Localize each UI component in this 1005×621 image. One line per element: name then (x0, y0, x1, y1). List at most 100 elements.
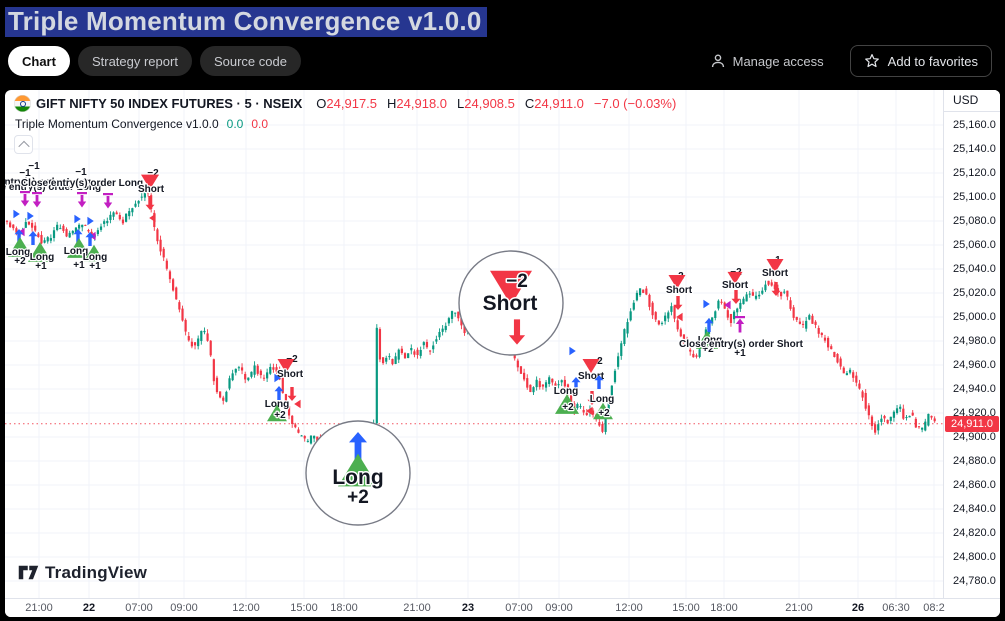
marker-label: +2 (562, 402, 574, 413)
symbol-title: GIFT NIFTY 50 INDEX FUTURES · 5 · NSEIX (36, 96, 303, 111)
tab-strategy-report[interactable]: Strategy report (77, 46, 192, 76)
time-tick-label: 26 (851, 602, 865, 614)
marker-label: Long (64, 246, 88, 257)
buy-arrow-icon (28, 231, 38, 245)
time-tick-label: 07:00 (125, 602, 153, 614)
entry-marker-icon (13, 209, 20, 219)
price-tick-label: 24,940.0 (953, 382, 996, 395)
buy-arrow-icon (704, 318, 714, 332)
price-tick-label: 25,120.0 (953, 166, 996, 179)
strategy-status-line[interactable]: Triple Momentum Convergence v1.0.0 0.0 0… (15, 117, 268, 131)
close-long-order-icon (77, 192, 87, 208)
marker-label: Long (332, 466, 383, 489)
sell-arrow-icon (673, 296, 683, 310)
exit-marker-icon (294, 399, 301, 409)
time-tick-label: 22 (82, 602, 96, 614)
price-tick-label: 25,020.0 (953, 286, 996, 299)
marker-label: Short (277, 369, 304, 380)
currency-label: USD (944, 90, 1000, 112)
exit-marker-icon (149, 213, 156, 223)
marker-label: +2 (14, 256, 26, 267)
marker-label: Long (30, 252, 54, 263)
tab-bar: Chart Strategy report Source code (8, 46, 301, 76)
page-title-row: Triple Momentum Convergence v1.0.0 (5, 3, 995, 37)
price-tick-label: 24,840.0 (953, 502, 996, 515)
buy-arrow-icon (14, 229, 24, 243)
marker-label: +1 (89, 261, 101, 272)
time-tick-label: 12:00 (232, 602, 260, 614)
marker-label: Long (698, 335, 722, 346)
add-to-favorites-button[interactable]: Add to favorites (849, 45, 992, 77)
marker-label: Close entry(s) order Long (5, 177, 91, 188)
close-long-order-icon (32, 192, 42, 208)
symbol-info-bar[interactable]: GIFT NIFTY 50 INDEX FUTURES · 5 · NSEIX … (14, 95, 676, 112)
price-tick-label: 25,060.0 (953, 238, 996, 251)
time-tick-label: 06:30 (882, 602, 910, 614)
marker-label: +2 (598, 408, 610, 419)
marker-label: +2 (274, 410, 286, 421)
time-tick-label: 07:00 (505, 602, 533, 614)
time-tick-label: 15:00 (672, 602, 700, 614)
sell-arrow-icon (287, 387, 297, 401)
price-tick-label: 24,980.0 (953, 334, 996, 347)
time-tick-label: 09:00 (170, 602, 198, 614)
entry-marker-icon (569, 346, 576, 356)
price-tick-label: 25,140.0 (953, 142, 996, 155)
price-tick-label: 24,820.0 (953, 526, 996, 539)
time-tick-label: 21:00 (25, 602, 53, 614)
price-tick-label: 24,860.0 (953, 478, 996, 491)
buy-arrow-icon (274, 386, 284, 400)
close-short-order-icon (735, 316, 745, 333)
marker-label: +2 (702, 344, 714, 355)
price-tick-label: 24,780.0 (953, 574, 996, 587)
tradingview-logo-text: TradingView (45, 562, 148, 582)
buy-arrow-icon (85, 232, 95, 246)
add-to-favorites-label: Add to favorites (887, 53, 978, 69)
marker-label: Close entry(s) order Long (5, 182, 101, 193)
tradingview-logo[interactable]: TradingView (18, 562, 147, 583)
marker-label: Long (83, 252, 107, 263)
long-triangle-marker (67, 238, 91, 258)
entry-marker-icon (703, 299, 710, 309)
marker-label: Short (483, 292, 538, 315)
tab-source-code[interactable]: Source code (199, 46, 301, 76)
short-triangle-marker (277, 359, 295, 373)
marker-label: +1 (73, 260, 85, 271)
sell-arrow-icon (731, 290, 741, 304)
marker-label: −1 (19, 168, 31, 179)
long-triangle-marker (593, 402, 613, 420)
time-axis[interactable]: 21:00 22 07:00 09:00 12:00 15:00 18:00 21:00 23 0… (5, 598, 1000, 617)
long-triangle-marker (338, 453, 378, 487)
time-tick-label: 18:00 (710, 602, 738, 614)
marker-label: +1 (734, 348, 746, 359)
time-tick-label: 18:00 (330, 602, 358, 614)
marker-label: +1 (35, 261, 47, 272)
marker-label: Long (590, 394, 614, 405)
marker-label: −1 (75, 167, 87, 178)
person-icon (711, 54, 724, 68)
time-tick-label: 21:00 (403, 602, 431, 614)
short-triangle-marker (727, 271, 743, 285)
exit-marker-icon (724, 300, 731, 310)
sell-arrow-icon (508, 319, 526, 345)
close-long-order-icon (103, 193, 113, 209)
exit-marker-icon (676, 312, 683, 322)
time-tick-label: 08:2 (923, 602, 945, 614)
marker-label: Long (6, 247, 30, 258)
buy-arrow-icon (349, 432, 367, 460)
manage-access-button[interactable]: Manage access (704, 52, 830, 70)
short-triangle-marker (668, 275, 686, 289)
entry-marker-icon (87, 216, 94, 226)
sell-arrow-icon (771, 282, 781, 296)
ohlc-low: L24,908.5 (457, 96, 515, 111)
price-tick-label: 25,000.0 (953, 310, 996, 323)
short-triangle-marker (141, 174, 159, 190)
tab-chart[interactable]: Chart (8, 46, 70, 76)
toolbar: Chart Strategy report Source code Manage… (8, 45, 992, 77)
marker-label: Long (554, 386, 578, 397)
price-tick-label: 24,920.0 (953, 406, 996, 419)
price-axis[interactable]: USD 24,911.0 25,160.0 25,140.0 25,120.0 25,… (943, 90, 1000, 598)
collapse-indicator-button[interactable] (14, 135, 33, 154)
